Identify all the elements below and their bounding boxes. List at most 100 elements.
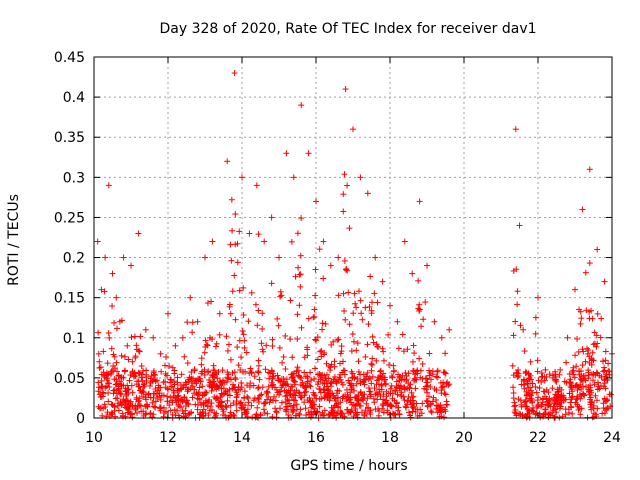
data-point <box>218 390 225 397</box>
data-point <box>233 401 240 408</box>
data-point <box>195 389 202 396</box>
data-point <box>328 341 335 348</box>
data-point <box>174 407 181 414</box>
data-point <box>406 385 413 392</box>
data-point <box>104 409 111 416</box>
data-point <box>341 171 348 178</box>
data-point <box>297 283 304 290</box>
data-point <box>605 360 612 367</box>
data-point <box>408 401 415 408</box>
data-point <box>157 384 164 391</box>
data-point <box>330 338 337 345</box>
data-point <box>280 353 287 360</box>
data-point <box>431 385 438 392</box>
data-point <box>117 381 124 388</box>
data-point <box>319 379 326 386</box>
data-point <box>603 406 610 413</box>
data-point <box>269 375 276 382</box>
data-point <box>238 354 245 361</box>
data-point <box>366 303 373 310</box>
data-point <box>125 356 132 363</box>
data-point <box>591 340 598 347</box>
data-point <box>109 410 116 417</box>
data-point <box>203 389 210 396</box>
data-point <box>305 315 312 322</box>
data-point <box>96 358 103 365</box>
data-point <box>338 379 345 386</box>
data-point <box>320 275 327 282</box>
data-point <box>407 414 414 421</box>
data-point <box>355 288 362 295</box>
data-point <box>416 306 423 313</box>
data-point <box>121 353 128 360</box>
data-point <box>239 328 246 335</box>
data-point <box>374 396 381 403</box>
data-point <box>209 378 216 385</box>
data-point <box>133 396 140 403</box>
data-point <box>255 231 262 238</box>
data-point <box>122 399 129 406</box>
data-point <box>260 348 267 355</box>
data-point <box>409 408 416 415</box>
data-point <box>95 403 102 410</box>
data-point <box>316 403 323 410</box>
data-point <box>147 410 154 417</box>
data-point <box>596 372 603 379</box>
data-point-peak <box>601 278 608 285</box>
data-point <box>344 182 351 189</box>
data-point <box>312 365 319 372</box>
data-point <box>557 403 564 410</box>
data-point <box>167 407 174 414</box>
data-point <box>282 332 289 339</box>
data-point-peak <box>342 86 349 93</box>
data-point <box>532 411 539 418</box>
data-point <box>365 384 372 391</box>
data-point <box>236 287 243 294</box>
data-point <box>335 403 342 410</box>
data-point <box>553 400 560 407</box>
data-point <box>274 372 281 379</box>
data-point <box>234 240 241 247</box>
data-point <box>511 399 518 406</box>
data-point <box>419 400 426 407</box>
data-point <box>211 382 218 389</box>
data-point <box>201 371 208 378</box>
data-point <box>353 380 360 387</box>
data-point <box>374 343 381 350</box>
data-point <box>287 297 294 304</box>
data-point <box>521 377 528 384</box>
data-point <box>182 379 189 386</box>
data-point <box>360 394 367 401</box>
data-point <box>248 402 255 409</box>
data-point <box>302 388 309 395</box>
data-point <box>116 378 123 385</box>
data-point <box>285 397 292 404</box>
data-point <box>225 375 232 382</box>
data-point <box>390 362 397 369</box>
data-point <box>227 409 234 416</box>
data-point <box>341 257 348 264</box>
data-point <box>562 396 569 403</box>
data-point <box>295 367 302 374</box>
data-point <box>119 413 126 420</box>
data-point <box>241 395 248 402</box>
data-point <box>308 377 315 384</box>
data-point <box>296 410 303 417</box>
data-point <box>574 335 581 342</box>
data-point <box>164 385 171 392</box>
data-point <box>277 288 284 295</box>
data-point <box>343 265 350 272</box>
data-point <box>389 374 396 381</box>
data-point <box>583 307 590 314</box>
data-point <box>393 400 400 407</box>
data-point <box>369 373 376 380</box>
data-point <box>168 397 175 404</box>
data-point <box>171 378 178 385</box>
data-point-peak <box>113 294 120 301</box>
data-point <box>607 391 614 398</box>
data-point <box>213 340 220 347</box>
data-point <box>135 370 142 377</box>
data-point <box>104 376 111 383</box>
data-point <box>515 370 522 377</box>
data-point <box>103 370 110 377</box>
